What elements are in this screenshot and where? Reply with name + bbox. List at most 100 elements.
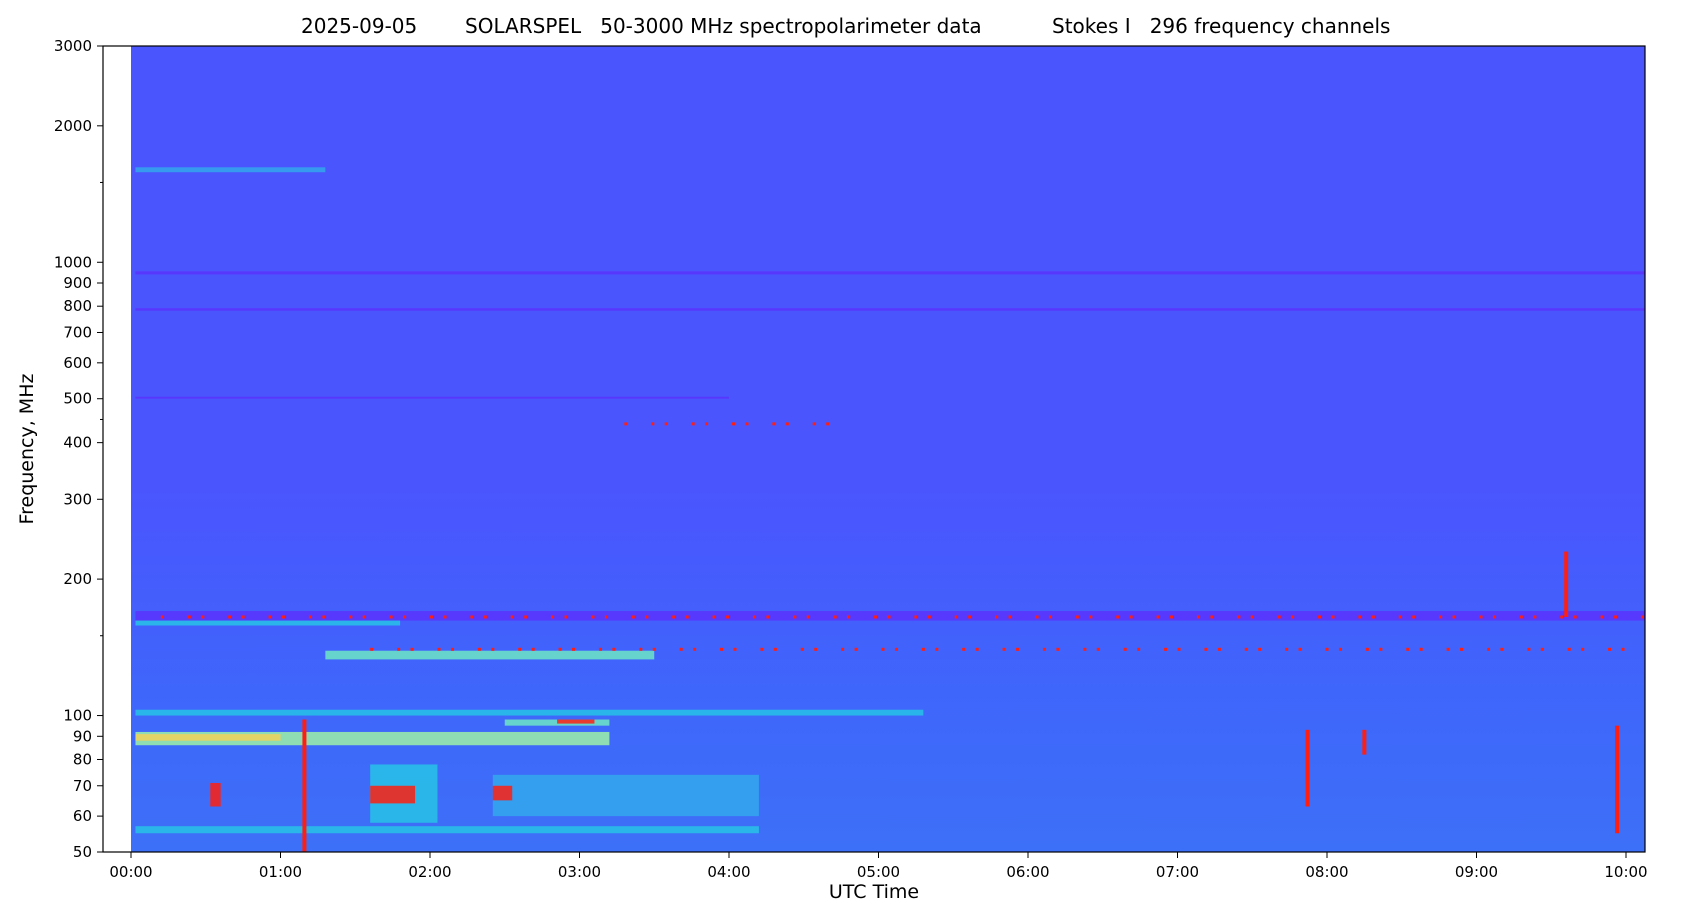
x-tick-label: 02:00 [408, 863, 451, 881]
y-tick-label: 800 [63, 297, 92, 315]
spectral-band-3 [135, 396, 730, 399]
title-instrument: SOLARSPEL 50-3000 MHz spectropolarimeter… [465, 14, 982, 38]
rfi-dot [1358, 615, 1362, 619]
rfi-dot [995, 615, 999, 619]
rfi-dot [612, 647, 616, 651]
rfi-dot [720, 647, 724, 651]
rfi-dot [470, 615, 474, 619]
rfi-dot [854, 647, 858, 651]
y-tick-label: 900 [63, 274, 92, 292]
rfi-dot [1123, 647, 1127, 651]
rfi-dot [1285, 647, 1289, 651]
rfi-dot [1412, 615, 1416, 619]
spectral-band-7 [135, 709, 924, 716]
rfi-dot [1371, 615, 1375, 619]
rfi-dot [241, 615, 245, 619]
y-tick-label: 500 [63, 390, 92, 408]
y-tick-label: 50 [73, 843, 92, 861]
rfi-row-0 [160, 615, 1644, 619]
empty-leading-region [103, 46, 131, 852]
spectral-band-12 [135, 826, 759, 834]
rfi-dot [443, 615, 447, 619]
spectrogram-background [131, 46, 1645, 852]
spectral-band-16 [492, 785, 513, 801]
y-tick-label: 300 [63, 490, 92, 508]
y-tick-label: 600 [63, 354, 92, 372]
rfi-dot [160, 615, 164, 619]
rfi-dot [518, 647, 522, 651]
rfi-dot [1008, 615, 1012, 619]
y-tick-label: 100 [63, 707, 92, 725]
rfi-dot [645, 615, 649, 619]
rfi-dot [693, 647, 697, 651]
rfi-dot [349, 615, 353, 619]
plot-area [102, 45, 1646, 853]
rfi-dot [1519, 615, 1523, 619]
rfi-dot [1129, 615, 1133, 619]
rfi-dot [450, 647, 454, 651]
rfi-dot [483, 615, 487, 619]
rfi-dot [1486, 647, 1490, 651]
rfi-dot [793, 615, 797, 619]
rfi-dot [1291, 615, 1295, 619]
rfi-dot [370, 647, 374, 651]
rfi-dot [1406, 647, 1410, 651]
rfi-dot [731, 422, 735, 426]
rfi-dot [1573, 615, 1577, 619]
rfi-dot [1614, 615, 1618, 619]
rfi-dot [705, 422, 709, 426]
rfi-dot [652, 647, 656, 651]
rfi-dot [187, 615, 191, 619]
rfi-dot [847, 615, 851, 619]
spectral-band-11 [557, 719, 595, 724]
rfi-dot [962, 647, 966, 651]
rfi-dot [1365, 647, 1369, 651]
rfi-dot [1016, 647, 1020, 651]
rfi-dot [403, 615, 407, 619]
rfi-dot [975, 647, 979, 651]
rfi-dot [1258, 647, 1262, 651]
rfi-dot [1217, 647, 1221, 651]
rfi-dot [604, 615, 608, 619]
rfi-dot [477, 647, 481, 651]
rfi-dot [1479, 615, 1483, 619]
spectral-band-9 [135, 734, 281, 741]
x-tick-label: 08:00 [1305, 863, 1348, 881]
rfi-dot [1419, 647, 1423, 651]
rfi-dot [1338, 647, 1342, 651]
x-tick-label: 04:00 [707, 863, 750, 881]
rfi-dot [1002, 647, 1006, 651]
rfi-dot [881, 647, 885, 651]
rfi-dot [268, 615, 272, 619]
rfi-dot [968, 615, 972, 619]
rfi-dot [812, 422, 816, 426]
x-axis: 00:00 01:00 02:00 03:00 04:00 05:00 06:00 07:00… [109, 852, 1648, 881]
rfi-dot [510, 615, 514, 619]
rfi-dot [772, 422, 776, 426]
rfi-dot [833, 615, 837, 619]
spectrogram-features [135, 167, 1645, 852]
rfi-dot [1116, 615, 1120, 619]
rfi-dot [598, 647, 602, 651]
rfi-dot [1446, 647, 1450, 651]
title-stokes: Stokes I 296 frequency channels [1052, 14, 1390, 38]
y-tick-label: 700 [63, 323, 92, 341]
rfi-dot [1048, 615, 1052, 619]
spectral-band-0 [135, 167, 326, 173]
rfi-dot [531, 647, 535, 651]
radio-burst-4 [1564, 551, 1569, 617]
x-tick-label: 05:00 [857, 863, 900, 881]
rfi-dot [1452, 615, 1456, 619]
spectral-band-6 [325, 650, 655, 660]
y-tick-label: 400 [63, 434, 92, 452]
rfi-dot [491, 647, 495, 651]
rfi-dot [785, 422, 789, 426]
rfi-dot [1492, 615, 1496, 619]
spectral-band-17 [210, 782, 221, 807]
x-tick-label: 09:00 [1455, 863, 1498, 881]
rfi-dot [410, 647, 414, 651]
y-axis-label: Frequency, MHz [16, 374, 38, 525]
rfi-dot [806, 615, 810, 619]
rfi-dot [1244, 647, 1248, 651]
